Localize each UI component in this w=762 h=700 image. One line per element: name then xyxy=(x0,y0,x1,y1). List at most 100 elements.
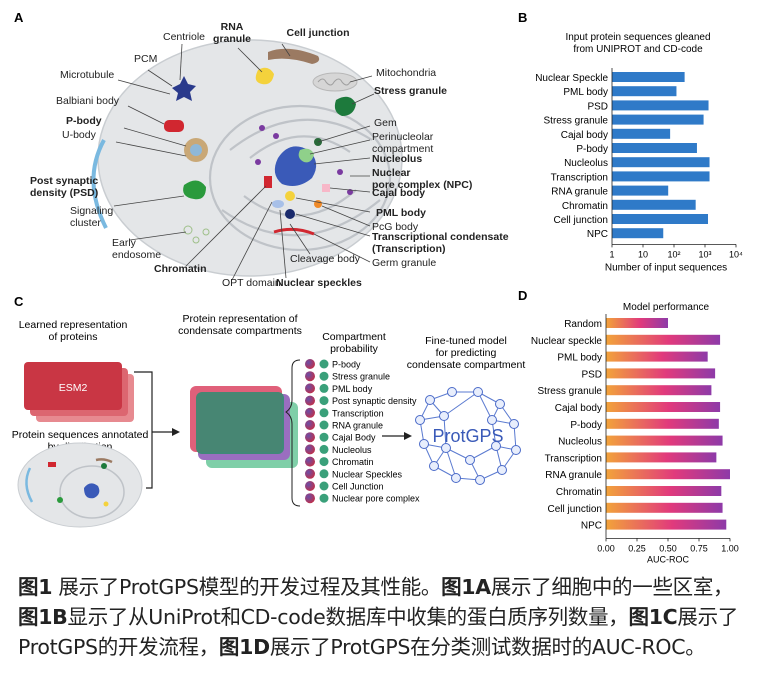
rna-granule-shape xyxy=(255,67,274,85)
endosomes xyxy=(183,225,210,244)
network-node xyxy=(419,439,429,449)
label-pcg: PcG body xyxy=(372,221,419,233)
chart-b-bar xyxy=(612,157,710,168)
chart-b-category: Chromatin xyxy=(562,201,608,212)
compartment-label: Nucleolus xyxy=(332,445,372,455)
chart-d-bar xyxy=(606,519,727,530)
network-node xyxy=(425,395,435,405)
probability-dot xyxy=(305,371,315,382)
label-perinucleolar: Perinucleolar compartment xyxy=(372,131,434,155)
chart-b-bar xyxy=(612,86,677,97)
chart-d-bar xyxy=(606,351,708,362)
chart-b-category: Nuclear Speckle xyxy=(535,73,608,84)
chart-b-category: NPC xyxy=(587,229,608,240)
label-microtubule: Microtubule xyxy=(60,69,114,81)
compartment-dot xyxy=(319,469,329,479)
chart-d-bar xyxy=(606,385,712,396)
label-npc: Nuclear pore complex (NPC) xyxy=(372,167,472,191)
compartment-dot xyxy=(319,457,329,467)
caption-figure-ref: 图1C xyxy=(628,605,678,629)
panel-c: C Learned representation of proteins ESM2… xyxy=(12,294,526,528)
chart-d-bar xyxy=(606,469,730,480)
fine-tuned-model-title: Fine-tuned model for predicting condensate… xyxy=(407,335,526,371)
chart-d-tick-label: 0.50 xyxy=(659,543,677,553)
compartment-label: Transcription xyxy=(332,408,384,418)
probability-brace xyxy=(285,359,301,507)
probability-dot xyxy=(305,444,315,455)
chart-b-bar xyxy=(612,228,664,239)
chart-d-category: NPC xyxy=(581,521,602,532)
chart-d-category: RNA granule xyxy=(545,470,602,481)
mitochondrion-shape xyxy=(312,72,358,92)
compartment-dot xyxy=(319,493,329,503)
chart-b-category: Cell junction xyxy=(554,215,608,226)
probability-dot xyxy=(305,395,315,406)
compartment-dot xyxy=(319,444,329,454)
chart-b-bar xyxy=(612,100,709,111)
label-rna-granule: RNA granule xyxy=(213,21,251,45)
panel-b-letter: B xyxy=(518,10,527,25)
caption-figure-ref: 图1A xyxy=(441,575,491,599)
compartment-label: RNA granule xyxy=(332,421,383,431)
compartment-label: P-body xyxy=(332,360,361,370)
compartment-label: Stress granule xyxy=(332,372,390,382)
compartment-label: Chromatin xyxy=(332,457,374,467)
chart-d-bar xyxy=(606,318,668,328)
label-transcription: Transcriptional condensate (Transcription… xyxy=(372,231,509,255)
panel-a-labels: Centriole RNA granule Cell junction PCM Micro… xyxy=(30,21,509,289)
psd-shape xyxy=(91,139,108,229)
stress-granule-shape xyxy=(334,96,356,116)
network-node xyxy=(487,415,497,425)
compartment-label: Post synaptic density xyxy=(332,396,417,406)
chart-b-tick-label: 1 xyxy=(609,249,614,259)
network-node xyxy=(491,441,501,451)
chart-b-bar xyxy=(612,72,685,82)
chart-b-tick-label: 10 xyxy=(638,249,648,259)
network-edge xyxy=(445,447,457,479)
chart-d-bar xyxy=(606,368,716,379)
network-node xyxy=(473,387,483,397)
probability-dot xyxy=(305,359,315,369)
probability-dot xyxy=(305,481,315,491)
probability-dot xyxy=(305,493,315,504)
model-arrowhead xyxy=(404,432,412,440)
chart-b-category: Nucleolus xyxy=(564,158,608,169)
chart-d-category: Nucleolus xyxy=(558,437,602,448)
chart-d-bar xyxy=(606,486,722,496)
chart-b-bar xyxy=(612,128,671,139)
chart-b-tick-label: 10³ xyxy=(698,249,711,259)
label-early-endosome: Early endosome xyxy=(112,237,161,261)
chart-d-category: Random xyxy=(564,319,602,330)
probability-dot xyxy=(305,456,315,467)
label-psd: Post synaptic density (PSD) xyxy=(30,175,98,199)
chart-d-xlabel: AUC-ROC xyxy=(647,554,689,564)
compartment-label: Nuclear Speckles xyxy=(332,469,403,479)
network-node xyxy=(497,465,507,475)
label-p-body: P-body xyxy=(66,115,102,127)
network-node xyxy=(509,419,519,429)
label-leaders xyxy=(113,43,375,281)
network-node xyxy=(429,461,439,471)
compartment-dot xyxy=(319,371,329,381)
pml-shape xyxy=(285,191,295,201)
figure-caption: 图1 展示了ProtGPS模型的开发过程及其性能。图1A展示了细胞中的一些区室，… xyxy=(18,572,748,662)
chart-d-category: P-body xyxy=(570,420,602,431)
label-stress-granule: Stress granule xyxy=(374,85,447,97)
compartment-label: Cell Junction xyxy=(332,482,384,492)
condensate-representation-title: Protein representation of condensate comp… xyxy=(178,313,302,337)
chart-d-category: Stress granule xyxy=(538,386,603,397)
network-node xyxy=(511,445,521,455)
chart-d-bar xyxy=(606,402,721,412)
probability-dot xyxy=(305,383,315,394)
speckle-shape xyxy=(272,200,284,208)
chart-d-tick-label: 0.75 xyxy=(690,543,708,553)
chart-d-category: PML body xyxy=(557,353,602,364)
label-cell-junction: Cell junction xyxy=(287,27,350,39)
model-title-text: Fine-tuned model for predicting condensate… xyxy=(407,335,526,371)
esm2-stack: ESM2 xyxy=(24,362,134,422)
chart-d-bar xyxy=(606,418,719,429)
network-node xyxy=(441,443,451,453)
chart-d-tick-label: 0.00 xyxy=(597,543,615,553)
chart-d-category: Cajal body xyxy=(555,403,602,414)
probability-dot xyxy=(305,432,315,443)
